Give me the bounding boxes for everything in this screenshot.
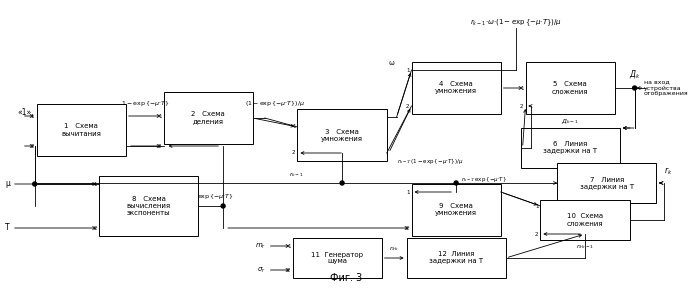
Text: 2: 2 xyxy=(520,104,524,109)
Text: 8   Схема
вычисления
экспоненты: 8 Схема вычисления экспоненты xyxy=(127,196,171,216)
Text: 1: 1 xyxy=(406,68,410,72)
Bar xyxy=(99,176,199,236)
Text: $r_{k-1}$: $r_{k-1}$ xyxy=(289,170,303,179)
Text: $n_{rk}$: $n_{rk}$ xyxy=(389,245,399,253)
Text: 1: 1 xyxy=(535,203,538,208)
Text: 2   Схема
деления: 2 Схема деления xyxy=(192,111,225,125)
Text: 10  Схема
сложения: 10 Схема сложения xyxy=(567,214,603,226)
Text: $r_k$: $r_k$ xyxy=(664,166,672,177)
Text: 2: 2 xyxy=(94,226,97,230)
Text: 1: 1 xyxy=(30,113,34,118)
Bar xyxy=(557,163,656,203)
Text: $m_r$: $m_r$ xyxy=(254,242,266,251)
Text: $1-\exp\{-\mu{\cdot}T\}$: $1-\exp\{-\mu{\cdot}T\}$ xyxy=(121,99,169,108)
Text: $(1-\exp\{-\mu{\cdot}T\})/\mu$: $(1-\exp\{-\mu{\cdot}T\})/\mu$ xyxy=(245,99,305,108)
Bar xyxy=(298,109,387,161)
Text: $r_{k-1}{\cdot}\omega{\cdot}(1-\exp\{-\mu{\cdot}T\})/\mu$: $r_{k-1}{\cdot}\omega{\cdot}(1-\exp\{-\m… xyxy=(470,18,562,29)
Text: $Д_{k-1}$: $Д_{k-1}$ xyxy=(561,117,579,126)
Text: 3   Схема
умножения: 3 Схема умножения xyxy=(321,129,363,141)
Text: 2: 2 xyxy=(406,226,410,230)
Text: «1»: «1» xyxy=(18,108,32,117)
Bar xyxy=(292,238,382,278)
Text: 2: 2 xyxy=(292,150,296,155)
Bar xyxy=(540,200,630,240)
Text: T: T xyxy=(6,223,10,233)
Circle shape xyxy=(221,204,225,208)
Text: 1   Схема
вычитания: 1 Схема вычитания xyxy=(62,123,101,136)
Text: 1: 1 xyxy=(287,244,291,249)
Text: $\exp\{-\mu{\cdot}T\}$: $\exp\{-\mu{\cdot}T\}$ xyxy=(197,192,234,201)
Text: $\sigma_r$: $\sigma_r$ xyxy=(257,265,266,275)
Circle shape xyxy=(340,181,344,185)
Text: $r_{k-1}{\cdot}\exp\{-\mu{\cdot}T\}$: $r_{k-1}{\cdot}\exp\{-\mu{\cdot}T\}$ xyxy=(461,175,507,184)
Text: 2: 2 xyxy=(287,267,291,272)
Text: 2: 2 xyxy=(158,143,161,148)
Text: μ: μ xyxy=(5,180,10,189)
Text: $r_{k-1}{\cdot}(1-\exp\{-\mu{\cdot}T\})/\mu$: $r_{k-1}{\cdot}(1-\exp\{-\mu{\cdot}T\})/… xyxy=(396,157,463,166)
Bar xyxy=(412,184,500,236)
Text: 1: 1 xyxy=(520,86,524,91)
Text: на вход
устройства
отображения: на вход устройства отображения xyxy=(644,80,689,96)
Text: 1: 1 xyxy=(158,113,161,118)
Text: 1: 1 xyxy=(94,182,97,187)
Text: 2: 2 xyxy=(30,143,34,148)
Text: 1: 1 xyxy=(292,125,296,129)
Circle shape xyxy=(454,181,458,185)
Text: ω: ω xyxy=(389,60,395,66)
Text: 4   Схема
умножения: 4 Схема умножения xyxy=(435,81,477,95)
Text: 12  Линия
задержки на Т: 12 Линия задержки на Т xyxy=(429,251,483,265)
Circle shape xyxy=(33,182,36,186)
Text: 7   Линия
задержки на Т: 7 Линия задержки на Т xyxy=(579,177,634,189)
Bar xyxy=(407,238,505,278)
Text: $Д_k$: $Д_k$ xyxy=(629,68,640,80)
Bar xyxy=(521,128,620,168)
Text: $n_{rk-1}$: $n_{rk-1}$ xyxy=(576,243,594,251)
Text: 5   Схема
сложения: 5 Схема сложения xyxy=(552,81,589,95)
Text: 2: 2 xyxy=(535,232,538,237)
Circle shape xyxy=(633,86,637,90)
Text: 11  Генератор
шума: 11 Генератор шума xyxy=(311,251,363,265)
Text: 9   Схема
умножения: 9 Схема умножения xyxy=(435,203,477,217)
Bar xyxy=(36,104,126,156)
Bar xyxy=(412,62,500,114)
Bar xyxy=(526,62,615,114)
Text: 6   Линия
задержки на Т: 6 Линия задержки на Т xyxy=(543,141,597,155)
Text: 2: 2 xyxy=(406,104,410,109)
Text: Фиг. 3: Фиг. 3 xyxy=(331,273,363,283)
Bar xyxy=(164,92,253,144)
Text: 1: 1 xyxy=(406,189,410,194)
